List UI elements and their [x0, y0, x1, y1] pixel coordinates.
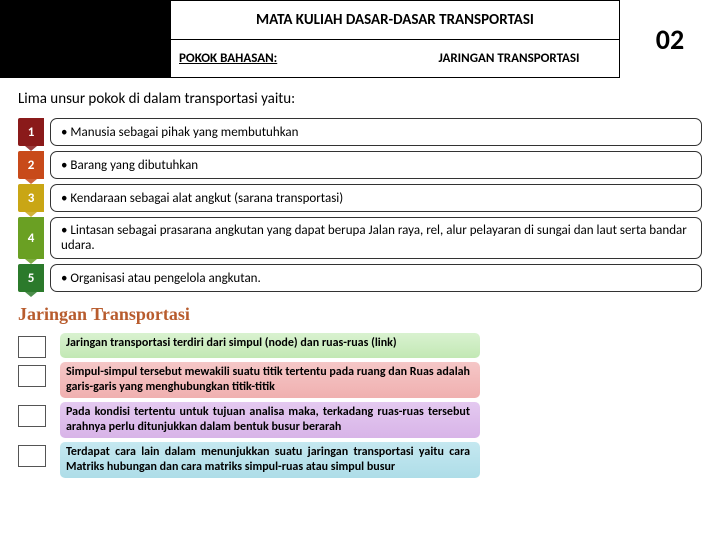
list-badge-number: 2	[28, 158, 35, 173]
paragraph-bullet-box	[18, 405, 46, 427]
paragraph-text: Pada kondisi tertentu untuk tujuan anali…	[60, 402, 480, 438]
list-badge: 4	[18, 217, 44, 259]
list-item-text: • Kendaraan sebagai alat angkut (sarana …	[50, 184, 702, 212]
list-item: 3 • Kendaraan sebagai alat angkut (sarana…	[18, 184, 702, 212]
section-intro: Lima unsur pokok di dalam transportasi y…	[18, 90, 702, 108]
page-number: 02	[620, 0, 720, 78]
list-item: 4 • Lintasan sebagai prasarana angkutan y…	[18, 217, 702, 259]
list-item-text: • Barang yang dibutuhkan	[50, 151, 702, 179]
list-item: 2 • Barang yang dibutuhkan	[18, 151, 702, 179]
list-badge-number: 3	[28, 191, 35, 206]
paragraph-bullet-box	[18, 365, 46, 387]
list-badge: 5	[18, 264, 44, 292]
paragraph-item: Pada kondisi tertentu untuk tujuan anali…	[18, 402, 702, 438]
list-item-text: • Organisasi atau pengelola angkutan.	[50, 264, 702, 292]
paragraph-text: Jaringan transportasi terdiri dari simpu…	[60, 333, 480, 358]
list-badge: 2	[18, 151, 44, 179]
paragraph-list: Jaringan transportasi terdiri dari simpu…	[18, 333, 702, 478]
list-badge-number: 1	[28, 125, 35, 140]
paragraph-bullet-box	[18, 336, 46, 358]
list-item: 5 • Organisasi atau pengelola angkutan.	[18, 264, 702, 292]
paragraph-bullet-box	[18, 445, 46, 467]
course-title: MATA KULIAH DASAR-DASAR TRANSPORTASI	[171, 1, 619, 40]
list-badge-number: 5	[28, 271, 35, 286]
paragraph-text: Simpul-simpul tersebut mewakili suatu ti…	[60, 362, 480, 398]
list-item-text: • Lintasan sebagai prasarana angkutan ya…	[50, 217, 702, 259]
list-item-text: • Manusia sebagai pihak yang membutuhkan	[50, 118, 702, 146]
subtitle-right: JARINGAN TRANSPORTASI	[399, 51, 619, 66]
paragraph-text: Terdapat cara lain dalam menunjukkan sua…	[60, 442, 480, 478]
header-center: MATA KULIAH DASAR-DASAR TRANSPORTASI POK…	[170, 0, 620, 78]
list-badge: 3	[18, 184, 44, 212]
subtitle-left: POKOK BAHASAN:	[171, 51, 399, 66]
list-badge-number: 4	[28, 231, 35, 246]
paragraph-item: Terdapat cara lain dalam menunjukkan sua…	[18, 442, 702, 478]
paragraph-item: Jaringan transportasi terdiri dari simpu…	[18, 333, 702, 358]
header-black-block	[0, 0, 170, 78]
paragraph-item: Simpul-simpul tersebut mewakili suatu ti…	[18, 362, 702, 398]
numbered-list: 1 • Manusia sebagai pihak yang membutuhka…	[18, 118, 702, 292]
subtitle-row: POKOK BAHASAN: JARINGAN TRANSPORTASI	[171, 40, 619, 78]
section-heading: Jaringan Transportasi	[18, 304, 702, 325]
list-badge: 1	[18, 118, 44, 146]
slide-header: MATA KULIAH DASAR-DASAR TRANSPORTASI POK…	[0, 0, 720, 78]
list-item: 1 • Manusia sebagai pihak yang membutuhka…	[18, 118, 702, 146]
slide-content: Lima unsur pokok di dalam transportasi y…	[0, 78, 720, 478]
